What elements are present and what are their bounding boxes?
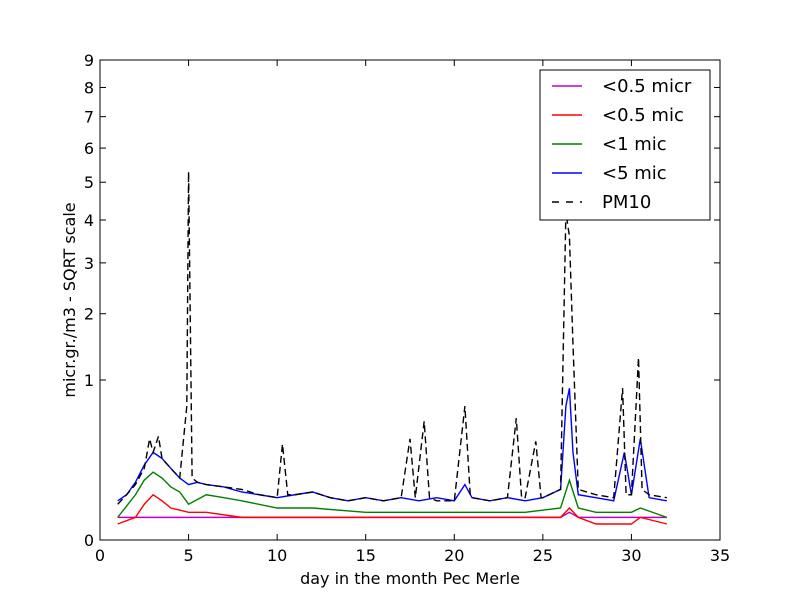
x-axis-label: day in the month Pec Merle [300,569,520,588]
legend-label-2: <1 mic [602,134,667,155]
legend: <0.5 micr <0.5 mic <1 mic <5 mic PM10 [539,69,711,221]
y-tick-label: 8 [84,78,94,97]
legend-label-3: <5 mic [602,163,667,184]
series-line-1 [117,493,668,525]
plot-frame [99,59,721,541]
x-tick-label: 20 [444,546,464,565]
x-tick-label: 10 [267,546,287,565]
y-tick-label: 4 [84,211,94,230]
y-tick-label: 6 [84,139,94,158]
x-tick-label: 15 [356,546,376,565]
ticks-layer: 0 5 10 15 20 25 30 35 0 1 2 3 4 5 6 7 8 9 [84,51,730,565]
series-layer [117,171,668,525]
y-tick-label: 1 [84,371,94,390]
x-tick-label: 5 [183,546,193,565]
y-tick-label: 7 [84,108,94,127]
x-tick-label: 30 [621,546,641,565]
x-tick-label: 0 [95,546,105,565]
legend-label-1: <0.5 mic [602,105,684,126]
y-tick-label: 9 [84,51,94,70]
y-tick-label: 5 [84,173,94,192]
x-tick-label: 35 [710,546,730,565]
legend-label-4: PM10 [602,192,651,213]
y-tick-label: 0 [84,531,94,550]
y-axis-label: micr.gr./m3 - SQRT scale [60,202,79,397]
legend-label-0: <0.5 micr [602,76,692,97]
x-tick-label: 25 [533,546,553,565]
legend-box [539,69,711,221]
y-tick-label: 2 [84,305,94,324]
y-tick-label: 3 [84,254,94,273]
series-line-4 [117,171,667,505]
series-line-2 [117,471,668,519]
